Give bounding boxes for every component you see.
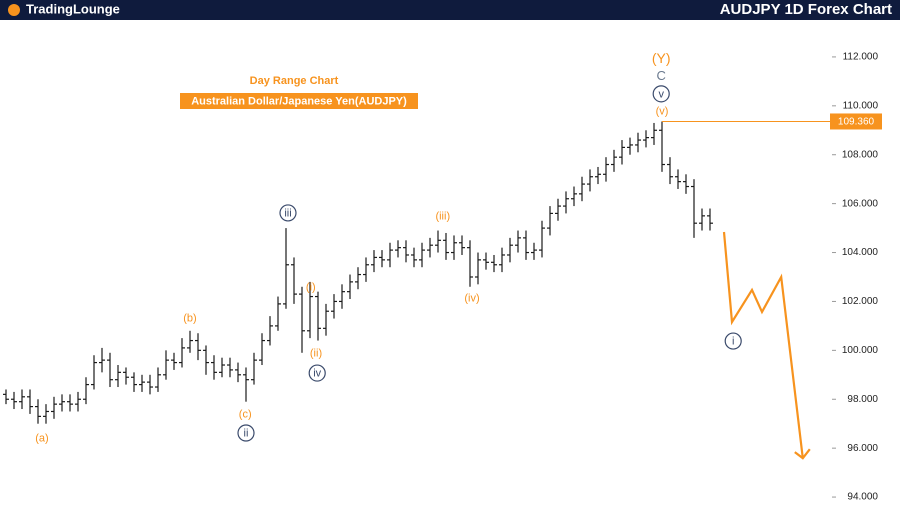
y-tick-label: 112.000: [843, 52, 879, 63]
y-tick-label: 94.000: [847, 492, 878, 503]
wave-label: iv: [313, 367, 321, 379]
y-tick-label: 100.000: [842, 345, 879, 356]
wave-label: i: [732, 335, 734, 347]
price-label-box: [830, 113, 882, 130]
wave-circle: [237, 424, 255, 442]
wave-circle: [652, 85, 670, 103]
wave-circle: [724, 332, 742, 350]
header-bar: [0, 0, 900, 20]
chart-subtitle: Australian Dollar/Japanese Yen(AUDJPY): [191, 95, 407, 107]
subtitle-box: [180, 93, 418, 109]
wave-label: (ii): [310, 347, 322, 359]
logo: TradingLounge: [26, 1, 120, 16]
logo-icon: [8, 4, 20, 16]
wave-label: iii: [284, 207, 291, 219]
y-tick-label: 98.000: [847, 394, 878, 405]
y-tick-label: 102.000: [842, 296, 879, 307]
wave-label: (b): [183, 312, 196, 324]
y-tick-label: 110.000: [843, 100, 879, 111]
wave-circle: [308, 364, 326, 382]
wave-label: (iv): [464, 292, 479, 304]
y-tick-label: 96.000: [847, 443, 878, 454]
y-tick-label: 106.000: [842, 198, 879, 209]
wave-label: (a): [35, 433, 48, 445]
wave-circle: [279, 204, 297, 222]
wave-label: (i): [306, 281, 316, 293]
price-label: 109.360: [838, 117, 875, 128]
wave-label: (Y): [652, 50, 671, 66]
chart-title: Day Range Chart: [250, 75, 339, 87]
y-tick-label: 104.000: [842, 247, 879, 258]
projection-line: [722, 231, 804, 459]
wave-label: C: [657, 68, 666, 83]
wave-label: (v): [656, 105, 669, 117]
wave-label: (iii): [435, 211, 450, 223]
y-tick-label: 108.000: [842, 149, 879, 160]
wave-label: ii: [244, 427, 249, 439]
header-title: AUDJPY 1D Forex Chart: [720, 1, 892, 18]
wave-label: (c): [239, 409, 252, 421]
wave-label: v: [658, 88, 664, 100]
projection-arrow: [794, 448, 811, 460]
